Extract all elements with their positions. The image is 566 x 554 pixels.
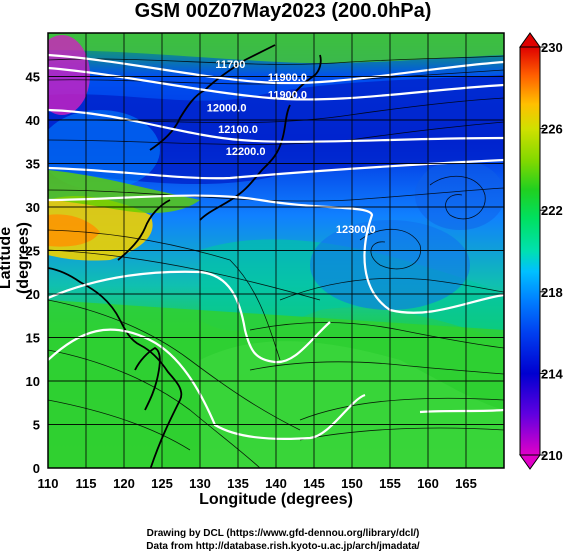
x-tick-label: 165 (455, 476, 477, 491)
y-tick-label: 35 (26, 157, 40, 172)
credit-data: Data from http://database.rish.kyoto-u.a… (146, 541, 420, 552)
contour-label: 12000.0 (207, 102, 247, 114)
x-tick-label: 155 (379, 476, 401, 491)
map-frame (47, 32, 505, 469)
credit-drawing: Drawing by DCL (https://www.gfd-dennou.o… (146, 528, 420, 539)
colorbar-tick-label: 222 (541, 203, 563, 218)
x-tick-label: 130 (189, 476, 211, 491)
x-tick-label: 135 (227, 476, 249, 491)
contour-label: 12100.0 (218, 124, 258, 136)
coastline (48, 44, 322, 468)
y-axis-label: Latitude (degrees) (0, 221, 32, 295)
y-tick-label: 10 (26, 374, 40, 389)
contour-label: 11900.0 (268, 89, 307, 101)
colorbar-bar (519, 46, 541, 456)
y-tick-label: 45 (26, 70, 40, 85)
colorbar-tick-label: 214 (541, 366, 563, 381)
x-tick-label: 120 (113, 476, 135, 491)
x-tick-label: 125 (151, 476, 173, 491)
contour-label: 11700 (215, 59, 245, 71)
contour-label: 12300.0 (336, 224, 376, 236)
x-tick-label: 145 (303, 476, 325, 491)
lat-lon-grid (48, 33, 504, 468)
colorbar: 230 226 222 218 214 210 (519, 32, 563, 470)
y-tick-label: 30 (26, 200, 40, 215)
contour-label: 12200.0 (226, 146, 266, 158)
y-tick-label: 20 (26, 287, 40, 302)
colorbar-tick-label: 230 (541, 40, 563, 55)
x-tick-label: 140 (265, 476, 287, 491)
contour-labels: 11900.0 11900.0 12000.0 12100.0 12200.0 12300… (207, 59, 376, 236)
y-tick-label: 15 (26, 331, 40, 346)
colorbar-tick-label: 218 (541, 285, 563, 300)
x-axis-label: Longitude (degrees) (199, 491, 353, 508)
chart-title: GSM 00Z07May2023 (200.0hPa) (134, 0, 432, 22)
colorbar-bottom-arrow (519, 454, 541, 470)
colorbar-top-arrow (519, 32, 541, 48)
y-tick-label: 40 (26, 113, 40, 128)
x-tick-label: 110 (38, 476, 59, 491)
contour-label: 11900.0 (268, 72, 307, 84)
y-axis-ticks: 0 5 10 15 20 25 30 35 40 45 (26, 70, 40, 477)
y-tick-label: 0 (33, 461, 40, 476)
x-tick-label: 115 (76, 476, 97, 491)
colorbar-tick-label: 226 (541, 122, 563, 137)
x-tick-label: 160 (417, 476, 439, 491)
x-tick-label: 150 (341, 476, 363, 491)
colorbar-tick-label: 210 (541, 448, 563, 463)
y-tick-label: 5 (33, 418, 40, 433)
x-axis-ticks: 110 115 120 125 130 135 140 145 150 155 160 165 (38, 476, 477, 491)
y-tick-label: 25 (26, 244, 40, 259)
